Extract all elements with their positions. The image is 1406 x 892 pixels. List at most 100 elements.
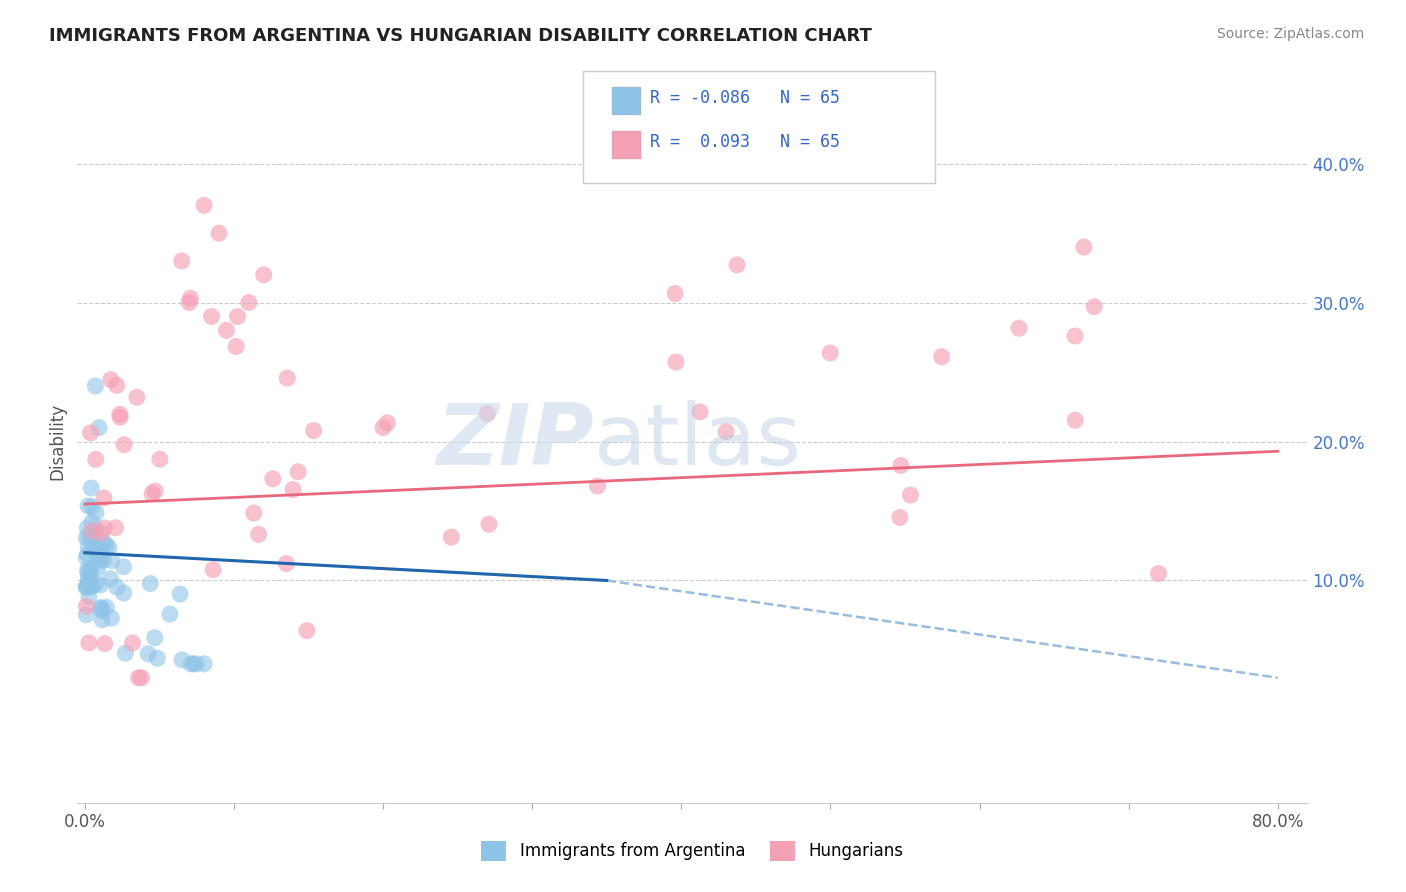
Point (90, 543, 112, 558)
Point (90, 600, 112, 615)
Point (131, 671, 153, 685)
Point (281, 483, 304, 497)
Point (1064, 413, 1087, 427)
Point (478, 517, 501, 532)
Point (84, 523, 107, 537)
Point (90, 603, 112, 617)
Point (665, 355, 688, 369)
Point (82, 538, 104, 552)
Point (77, 529, 100, 543)
Point (80, 561, 103, 575)
Point (76, 580, 98, 594)
Point (87, 420, 110, 434)
Point (76, 521, 98, 535)
Point (100, 553, 122, 567)
Point (689, 405, 711, 419)
Text: atlas: atlas (595, 400, 801, 483)
Point (83, 543, 105, 558)
Point (80, 481, 103, 495)
Text: IMMIGRANTS FROM ARGENTINA VS HUNGARIAN DISABILITY CORRELATION CHART: IMMIGRANTS FROM ARGENTINA VS HUNGARIAN D… (49, 27, 872, 45)
Text: Source: ZipAtlas.com: Source: ZipAtlas.com (1216, 27, 1364, 41)
Point (146, 651, 169, 665)
Point (276, 557, 298, 571)
Point (302, 424, 325, 438)
Point (139, 576, 162, 591)
Point (90, 601, 112, 615)
Point (143, 631, 166, 645)
Point (1064, 329, 1087, 343)
Point (931, 350, 953, 364)
Point (128, 671, 150, 685)
Point (200, 310, 222, 324)
Legend: Immigrants from Argentina, Hungarians: Immigrants from Argentina, Hungarians (475, 834, 910, 868)
Point (253, 268, 276, 282)
Point (79, 425, 101, 440)
Point (725, 258, 748, 272)
Point (287, 465, 309, 479)
Point (91, 613, 114, 627)
Point (108, 410, 131, 425)
Point (112, 586, 135, 600)
Point (90, 526, 112, 541)
Point (276, 371, 298, 385)
Point (136, 647, 159, 661)
Point (77, 499, 100, 513)
Point (76, 547, 98, 561)
Point (105, 580, 128, 594)
Point (77, 577, 100, 591)
Point (97, 541, 120, 555)
Point (96, 600, 118, 615)
Point (79, 580, 101, 594)
Point (890, 458, 912, 473)
Point (1008, 321, 1031, 335)
Point (79, 566, 101, 581)
Point (77, 574, 100, 589)
Point (375, 416, 398, 430)
Point (202, 563, 225, 577)
Text: R =  0.093   N = 65: R = 0.093 N = 65 (650, 133, 839, 151)
Point (143, 484, 166, 499)
Point (77, 540, 100, 554)
Point (193, 198, 215, 212)
Point (184, 657, 207, 671)
Point (183, 657, 205, 671)
Point (93, 521, 115, 535)
Point (141, 486, 163, 500)
Point (179, 295, 201, 310)
Point (242, 506, 264, 520)
Point (371, 420, 394, 434)
Point (1073, 240, 1095, 254)
Point (295, 624, 318, 638)
Point (225, 339, 247, 353)
Point (215, 323, 238, 337)
Point (180, 657, 202, 671)
Point (714, 425, 737, 439)
Point (121, 636, 143, 650)
Point (477, 407, 499, 421)
Point (80, 524, 103, 538)
Point (247, 527, 270, 541)
Point (889, 510, 911, 524)
Point (84, 379, 107, 393)
Point (100, 572, 122, 586)
Point (114, 646, 136, 660)
Point (84, 506, 107, 520)
Point (664, 286, 686, 301)
Point (84, 577, 107, 591)
Point (586, 479, 609, 493)
Point (87, 551, 110, 566)
Point (76, 562, 98, 576)
Point (91, 553, 114, 567)
Point (104, 521, 127, 535)
Point (440, 530, 463, 544)
Point (96, 538, 118, 552)
Point (149, 452, 172, 467)
Point (75, 580, 97, 594)
Point (80, 529, 103, 543)
Point (100, 372, 122, 386)
Point (208, 226, 231, 240)
Point (93, 535, 115, 549)
Point (80, 500, 103, 514)
Point (170, 253, 193, 268)
Point (75, 531, 97, 545)
